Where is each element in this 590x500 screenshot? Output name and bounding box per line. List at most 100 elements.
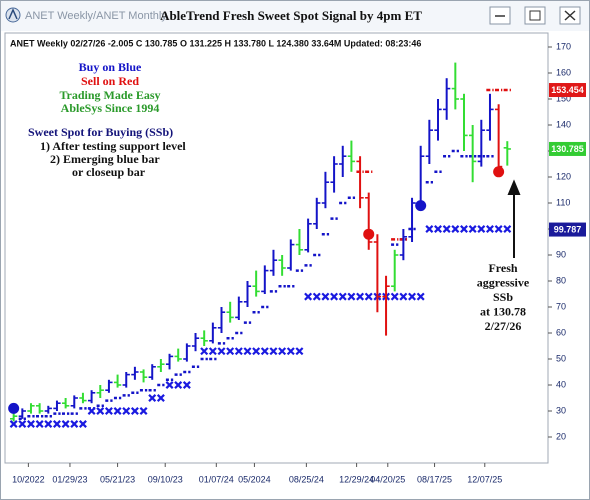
ssb-cross <box>9 420 18 428</box>
ssb-cross <box>182 381 191 389</box>
ssb-cross <box>330 292 339 301</box>
x-tick-label: 12/07/25 <box>467 474 502 484</box>
ssb-cross <box>130 407 139 415</box>
signal-dot <box>415 200 427 212</box>
ssb-cross <box>78 420 87 428</box>
annotation: Trading Made Easy <box>59 88 160 102</box>
callout-text: 2/27/26 <box>485 319 522 333</box>
ssb-cross <box>321 292 330 301</box>
ssb-cross <box>468 225 477 233</box>
ssb-cross <box>269 347 278 356</box>
ssb-cross <box>208 347 217 356</box>
annotation: AbleSys Since 1994 <box>61 101 160 115</box>
y-tick-label: 160 <box>556 67 571 77</box>
ssb-cross <box>442 225 451 233</box>
ssb-cross <box>494 225 503 233</box>
x-tick-label: 08/25/24 <box>289 474 324 484</box>
callout-text: Fresh <box>488 261 517 275</box>
ssb-cross <box>460 225 468 233</box>
chart-header: ANET Weekly 02/27/26 -2.005 C 130.785 O … <box>10 38 421 48</box>
ssb-cross <box>243 347 252 356</box>
signal-dot <box>363 228 375 240</box>
window-buttons <box>489 6 581 25</box>
ssb-cross <box>364 292 373 301</box>
ssb-cross <box>416 292 425 301</box>
x-tick-label: 01/29/23 <box>52 474 87 484</box>
y-tick-label: 30 <box>556 405 566 415</box>
price-marker-label: 153.454 <box>551 85 584 95</box>
annotation: Buy on Blue <box>79 60 142 74</box>
app-icon-glyph <box>8 8 18 20</box>
ssb-cross <box>174 381 183 389</box>
ssb-cross <box>104 407 113 415</box>
ssb-cross <box>44 420 53 428</box>
y-tick-label: 120 <box>556 171 571 181</box>
close-icon <box>564 10 576 21</box>
ssb-cross <box>338 292 347 301</box>
ssb-cross <box>425 225 434 233</box>
ssb-cross <box>61 420 70 428</box>
price-marker-label: 130.785 <box>551 144 584 154</box>
ssb-cross <box>87 407 96 415</box>
callout-text: at 130.78 <box>480 304 526 318</box>
y-tick-label: 60 <box>556 327 566 337</box>
ssb-cross <box>399 292 408 301</box>
ssb-cross <box>252 347 261 356</box>
ssb-cross <box>260 347 269 356</box>
ssb-cross <box>503 225 512 233</box>
ssb-cross <box>27 420 35 428</box>
callout-arrow <box>507 179 521 258</box>
ssb-cross <box>356 292 365 301</box>
y-tick-label: 140 <box>556 119 571 129</box>
x-tick-label: 01/07/24 <box>199 474 234 484</box>
y-tick-label: 80 <box>556 275 566 285</box>
callout-text: aggressive <box>477 275 530 289</box>
ssb-cross <box>70 420 79 428</box>
x-tick-label: 12/29/24 <box>339 474 374 484</box>
price-marker <box>549 222 586 237</box>
ssb-cross <box>35 420 44 428</box>
y-tick-label: 20 <box>556 431 566 441</box>
ssb-cross <box>312 292 321 301</box>
maximize-button[interactable] <box>524 6 546 25</box>
price-marker-label: 99.787 <box>554 224 582 234</box>
x-tick-label: 05/21/23 <box>100 474 135 484</box>
x-tick-label: 08/17/25 <box>417 474 452 484</box>
ssb-cross <box>295 347 304 356</box>
signal-dot <box>493 166 505 178</box>
y-tick-label: 40 <box>556 379 566 389</box>
ssb-cross <box>451 225 460 233</box>
ssb-cross <box>52 420 61 428</box>
y-tick-label: 50 <box>556 353 566 363</box>
callout-text: SSb <box>493 290 513 304</box>
maximize-icon <box>529 10 541 21</box>
ssb-cross <box>96 407 105 415</box>
window-title: AbleTrend Fresh Sweet Spot Signal by 4pm… <box>160 8 422 23</box>
ssb-cross <box>485 225 494 233</box>
ssb-cross <box>477 225 486 233</box>
annotation: or closeup bar <box>72 165 146 179</box>
ssb-cross <box>217 347 226 356</box>
ssb-cross <box>434 225 442 233</box>
ssb-cross <box>390 292 399 301</box>
ssb-cross <box>408 292 417 301</box>
ssb-cross <box>148 394 157 402</box>
ssb-cross <box>347 292 356 301</box>
y-tick-label: 90 <box>556 249 566 259</box>
ssb-cross <box>113 407 122 415</box>
ssb-cross <box>122 407 131 415</box>
ssb-cross <box>234 347 243 356</box>
y-tick-label: 150 <box>556 93 571 103</box>
ssb-cross <box>304 292 313 301</box>
ssb-cross <box>278 347 287 356</box>
annotation: Sweet Spot for Buying (SSb) <box>28 125 173 139</box>
signal-dot <box>8 402 20 414</box>
ssb-cross <box>156 394 165 402</box>
window-tabs[interactable]: ANET Weekly/ANET Monthly <box>25 10 167 22</box>
price-marker <box>549 83 586 98</box>
x-tick-label: 05/2024 <box>238 474 271 484</box>
x-tick-label: 09/10/23 <box>148 474 183 484</box>
y-tick-label: 70 <box>556 301 566 311</box>
